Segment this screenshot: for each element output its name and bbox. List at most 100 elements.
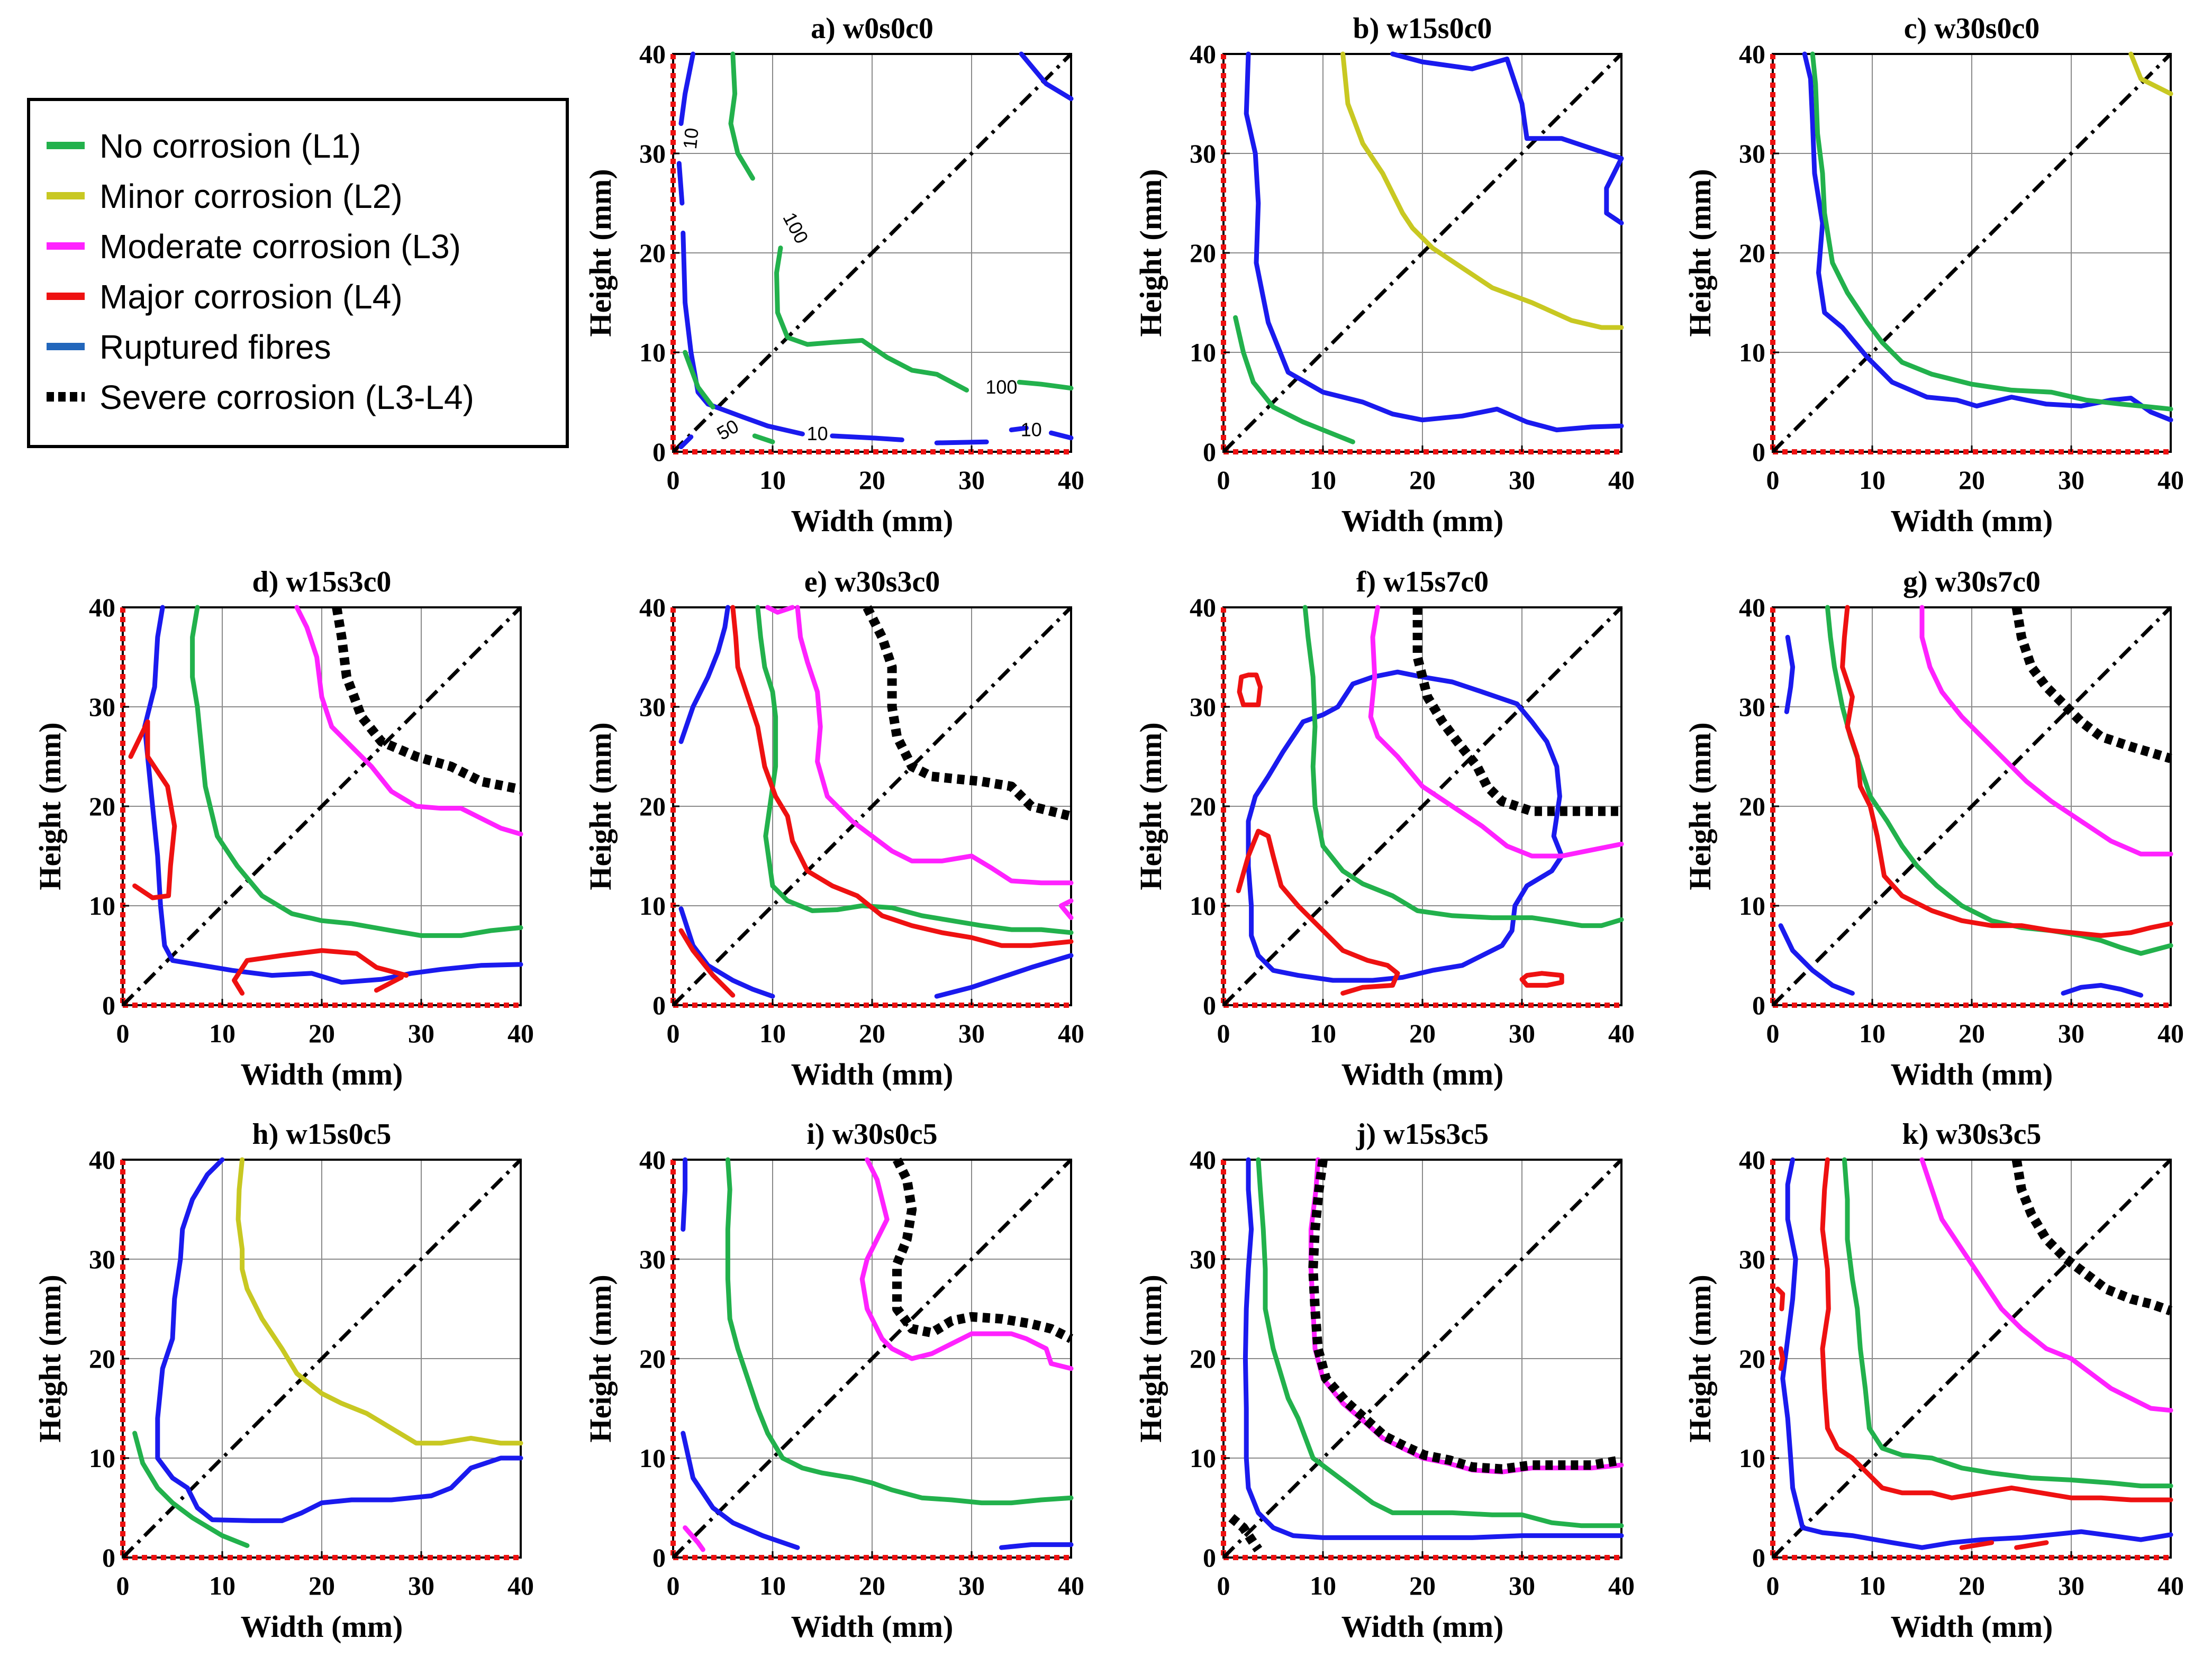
x-tick-label: 10 <box>1859 1571 1885 1600</box>
y-tick-label: 40 <box>89 593 115 622</box>
contour-green <box>1825 605 2173 956</box>
legend-label-l3: Moderate corrosion (L3) <box>99 227 461 266</box>
x-axis-label: Width (mm) <box>241 1609 403 1644</box>
contour-blue <box>681 1431 800 1550</box>
x-tick-label: 30 <box>2058 1018 2084 1048</box>
x-tick-label: 20 <box>1959 465 1985 495</box>
contour-magenta <box>1919 605 2173 857</box>
x-tick-label: 20 <box>1959 1018 1985 1048</box>
y-tick-label: 0 <box>1752 1543 1765 1572</box>
x-axis-label: Width (mm) <box>1341 1057 1504 1091</box>
contour-green <box>728 51 755 181</box>
severe-corrosion-contour <box>2011 606 2172 763</box>
legend-label-l2: Minor corrosion (L2) <box>99 177 403 215</box>
y-tick-label: 30 <box>89 692 115 722</box>
x-tick-label: 10 <box>209 1571 235 1600</box>
contour-red <box>1519 971 1564 988</box>
contour-blue <box>830 433 904 442</box>
x-tick-label: 10 <box>1310 465 1336 495</box>
contour-blue <box>934 953 1074 999</box>
contour-blue <box>681 1157 688 1232</box>
x-tick-label: 10 <box>759 465 786 495</box>
x-tick-label: 10 <box>759 1571 786 1600</box>
y-axis-label: Height (mm) <box>1683 169 1717 336</box>
contour-blue <box>1243 1157 1624 1540</box>
x-tick-label: 30 <box>408 1571 434 1600</box>
diagonal-line <box>1222 1158 1623 1559</box>
contour-red <box>1778 1346 1785 1371</box>
y-tick-label: 30 <box>639 139 666 168</box>
x-tick-label: 0 <box>1217 1018 1230 1048</box>
y-tick-label: 20 <box>1190 791 1216 821</box>
x-tick-label: 40 <box>507 1571 534 1600</box>
contour-magenta <box>1919 1157 2173 1413</box>
contour-green <box>1302 605 1624 928</box>
x-tick-label: 0 <box>1766 1571 1780 1600</box>
y-tick-label: 30 <box>639 1244 666 1274</box>
y-tick-label: 10 <box>1739 891 1765 921</box>
severe-corrosion-contour <box>332 606 522 794</box>
y-tick-label: 30 <box>1739 139 1765 168</box>
y-tick-label: 40 <box>1190 1145 1216 1175</box>
panel-title: h) w15s0c5 <box>252 1118 392 1151</box>
contour-level-label: 10 <box>1021 419 1042 441</box>
y-tick-label: 0 <box>652 1543 666 1572</box>
y-tick-label: 20 <box>89 791 115 821</box>
contour-blue <box>676 161 685 206</box>
contour-blue <box>999 1542 1074 1550</box>
contour-level-label: 100 <box>985 376 1017 398</box>
x-tick-label: 30 <box>958 465 985 495</box>
contour-green <box>1810 51 2173 412</box>
x-tick-label: 20 <box>1409 1571 1436 1600</box>
contour-green <box>1233 315 1355 444</box>
y-tick-label: 30 <box>1739 1244 1765 1274</box>
x-tick-label: 0 <box>1217 1571 1230 1600</box>
y-tick-label: 30 <box>1190 139 1216 168</box>
contour-green <box>774 245 969 393</box>
diagonal-line <box>672 52 1073 453</box>
y-tick-label: 40 <box>89 1145 115 1175</box>
x-tick-label: 10 <box>209 1018 235 1048</box>
contour-blue <box>155 1157 523 1523</box>
diagonal-line <box>1771 606 2172 1007</box>
contour-red <box>1820 1157 2173 1503</box>
y-tick-label: 0 <box>1203 990 1216 1020</box>
x-tick-label: 10 <box>1310 1571 1336 1600</box>
x-tick-label: 0 <box>667 1018 680 1048</box>
contour-green <box>725 1157 1074 1506</box>
y-tick-label: 10 <box>639 891 666 921</box>
x-tick-label: 30 <box>958 1571 985 1600</box>
contour-green <box>190 605 523 938</box>
y-axis-label: Height (mm) <box>583 722 618 890</box>
y-tick-label: 20 <box>1739 1344 1765 1373</box>
y-tick-label: 10 <box>1190 338 1216 367</box>
contour-green <box>1017 379 1074 391</box>
diagonal-line <box>121 606 522 1007</box>
contour-blue <box>1048 430 1074 441</box>
panel-a: 0 10 20 30 40 0 10 20 30 40 Width (mm) Height (mm) a… <box>583 12 1084 538</box>
panel-title: d) w15s3c0 <box>252 566 392 598</box>
y-tick-label: 30 <box>639 692 666 722</box>
y-tick-label: 40 <box>1190 39 1216 69</box>
contour-magenta <box>1368 605 1624 859</box>
x-axis-label: Width (mm) <box>1891 1609 2053 1644</box>
x-tick-label: 0 <box>1766 465 1780 495</box>
x-axis-label: Width (mm) <box>791 504 954 538</box>
y-axis-label: Height (mm) <box>1134 169 1168 336</box>
panel-f: 0 10 20 30 40 0 10 20 30 40 Width (mm) Height (mm) f… <box>1134 566 1635 1091</box>
y-tick-label: 20 <box>639 1344 666 1373</box>
x-axis-label: Width (mm) <box>241 1057 403 1091</box>
y-tick-label: 10 <box>1739 1443 1765 1473</box>
x-tick-label: 0 <box>116 1571 130 1600</box>
y-tick-label: 20 <box>1739 791 1765 821</box>
y-tick-label: 10 <box>639 338 666 367</box>
contour-green <box>683 350 715 409</box>
y-tick-label: 0 <box>1203 1543 1216 1572</box>
x-tick-label: 30 <box>1509 1571 1535 1600</box>
y-tick-label: 20 <box>1190 1344 1216 1373</box>
x-axis-label: Width (mm) <box>1341 504 1504 538</box>
y-tick-label: 10 <box>1190 1443 1216 1473</box>
contour-magenta <box>859 1157 1074 1371</box>
contour-blue <box>678 51 696 126</box>
